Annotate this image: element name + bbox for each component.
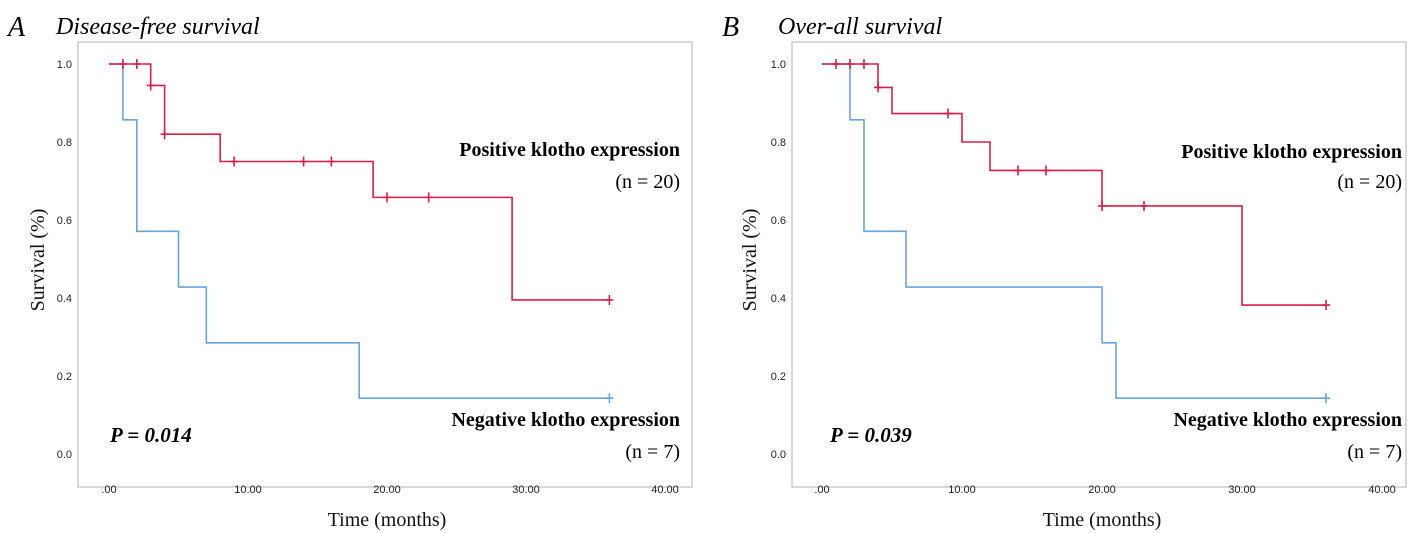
y-tick-label: 0.2 <box>771 371 786 383</box>
censor-mark-positive <box>118 59 127 69</box>
censor-mark-negative <box>1322 393 1330 404</box>
panel-b: B Over-all survival 0.0 0.2 0.4 0.6 0.8 … <box>722 12 1407 531</box>
series-n-negative: (n = 7) <box>1347 441 1402 463</box>
censor-mark-positive <box>383 192 391 203</box>
y-tick-label: 0.8 <box>771 137 786 149</box>
censor-mark-negative <box>605 393 614 404</box>
p-value: P = 0.014 <box>109 423 192 447</box>
series-n-negative: (n = 7) <box>625 441 680 463</box>
chart-title: Disease-free survival <box>55 14 260 40</box>
plot-frame <box>77 41 693 488</box>
censor-mark-positive <box>944 108 952 119</box>
series-label-positive: Positive klotho expression <box>1181 141 1402 163</box>
x-tick-label: 30.00 <box>512 484 540 496</box>
y-tick-label: 1.0 <box>771 59 786 71</box>
censor-mark-positive <box>132 59 141 69</box>
censor-mark-positive <box>846 59 854 69</box>
survival-line-negative <box>109 63 610 400</box>
y-tick-label: 0.2 <box>57 371 72 383</box>
chart-title: Over-all survival <box>778 14 942 40</box>
x-tick-label: 10.00 <box>948 484 976 496</box>
censor-mark-positive <box>1098 200 1106 211</box>
censor-mark-positive <box>160 129 169 140</box>
survival-curves <box>822 59 1330 404</box>
x-tick-label: 40.00 <box>1368 484 1396 496</box>
y-tick-label: 0.6 <box>57 215 72 227</box>
panel-letter: A <box>6 12 26 43</box>
censor-mark-positive <box>230 156 239 167</box>
x-tick-label: .00 <box>814 484 829 496</box>
censor-mark-positive <box>327 156 336 167</box>
series-label-negative: Negative klotho expression <box>1173 409 1402 431</box>
censor-mark-positive <box>1042 165 1050 176</box>
y-axis-title: Survival (%) <box>27 209 49 312</box>
y-tick-labels: 0.0 0.2 0.4 0.6 0.8 1.0 <box>771 59 786 461</box>
censor-mark-positive <box>1322 300 1330 311</box>
x-tick-labels: .00 10.00 20.00 30.00 40.00 <box>101 484 678 496</box>
censor-mark-positive <box>146 80 155 91</box>
y-tick-label: 0.0 <box>771 449 786 461</box>
x-tick-label: .00 <box>101 484 116 496</box>
panel-a: A Disease-free survival 0.0 0.2 0.4 0.6 … <box>6 12 693 531</box>
survival-curves <box>109 59 614 404</box>
y-axis-title: Survival (%) <box>739 209 761 312</box>
censor-mark-positive <box>424 192 433 203</box>
censor-mark-positive <box>1014 165 1022 176</box>
x-tick-label: 20.00 <box>1088 484 1116 496</box>
panel-letter: B <box>722 12 739 43</box>
series-label-negative: Negative klotho expression <box>451 409 680 431</box>
survival-line-negative <box>822 63 1326 400</box>
plot-frame <box>791 41 1407 488</box>
y-tick-labels: 0.0 0.2 0.4 0.6 0.8 1.0 <box>57 59 72 461</box>
x-tick-label: 40.00 <box>651 484 679 496</box>
y-tick-label: 0.8 <box>57 137 72 149</box>
y-tick-label: 0.0 <box>57 449 72 461</box>
y-tick-label: 0.4 <box>57 293 72 305</box>
y-tick-label: 0.4 <box>771 293 786 305</box>
x-tick-label: 30.00 <box>1228 484 1256 496</box>
censor-mark-positive <box>832 59 840 69</box>
series-n-positive: (n = 20) <box>615 171 680 193</box>
y-tick-label: 1.0 <box>57 59 72 71</box>
survival-line-positive <box>822 63 1326 306</box>
y-tick-label: 0.6 <box>771 215 786 227</box>
x-tick-labels: .00 10.00 20.00 30.00 40.00 <box>814 484 1395 496</box>
x-tick-label: 20.00 <box>373 484 401 496</box>
censor-mark-positive <box>1140 200 1148 211</box>
censor-mark-positive <box>860 59 868 69</box>
censor-mark-positive <box>299 156 308 167</box>
x-tick-label: 10.00 <box>234 484 262 496</box>
series-n-positive: (n = 20) <box>1337 171 1402 193</box>
censor-mark-positive <box>605 294 614 305</box>
censor-mark-positive <box>874 82 882 93</box>
x-axis-title: Time (months) <box>1043 509 1162 531</box>
series-label-positive: Positive klotho expression <box>459 139 680 161</box>
p-value: P = 0.039 <box>829 423 912 447</box>
x-axis-title: Time (months) <box>328 509 447 531</box>
survival-line-positive <box>109 63 610 301</box>
